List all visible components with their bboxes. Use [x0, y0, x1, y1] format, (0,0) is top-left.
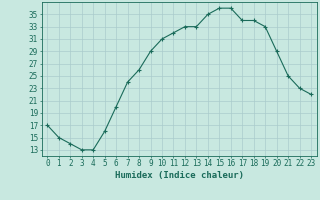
X-axis label: Humidex (Indice chaleur): Humidex (Indice chaleur)	[115, 171, 244, 180]
